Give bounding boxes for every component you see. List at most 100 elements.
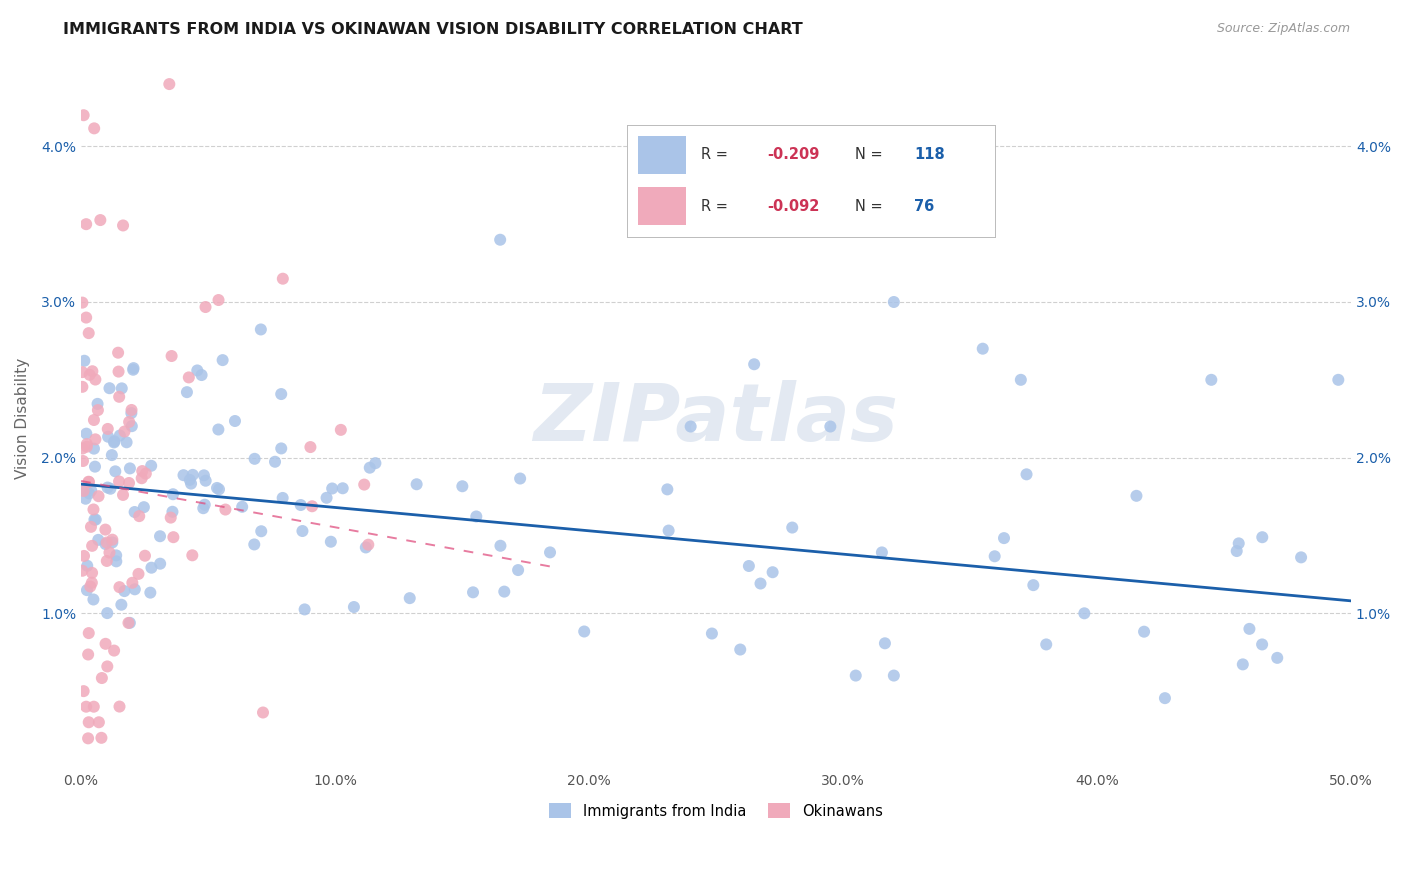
Point [883, 668, 905, 682]
Point [194, 498, 217, 512]
Point [94, 637, 117, 651]
Point [343, 600, 366, 615]
Point [121, 419, 143, 434]
Point [820, 419, 842, 434]
Point [108, 390, 131, 404]
Point [1035, 637, 1057, 651]
Point [82, 592, 104, 607]
Point [134, 549, 156, 563]
Point [105, 549, 128, 563]
Point [1327, 373, 1350, 387]
Point [103, 643, 125, 657]
Point [108, 580, 131, 594]
Point [97, 481, 120, 495]
Point [98, 545, 121, 559]
Point [108, 475, 131, 489]
Point [1073, 607, 1095, 621]
Point [329, 423, 352, 437]
Point [75, 699, 97, 714]
Point [87, 715, 110, 730]
Point [120, 406, 142, 420]
Point [82, 364, 104, 378]
Point [135, 467, 157, 481]
Point [749, 576, 772, 591]
Point [107, 345, 129, 359]
Point [72, 442, 94, 456]
Point [141, 458, 163, 473]
Point [993, 531, 1015, 545]
Point [80, 520, 103, 534]
Point [1015, 467, 1038, 482]
Point [118, 415, 141, 429]
Point [845, 668, 868, 682]
Point [290, 498, 312, 512]
Point [77, 648, 100, 662]
Point [270, 387, 292, 401]
Point [270, 442, 292, 456]
Point [489, 539, 512, 553]
Point [679, 419, 702, 434]
Text: ZIPatlas: ZIPatlas [533, 380, 898, 458]
Point [1289, 550, 1312, 565]
Point [489, 233, 512, 247]
Point [80, 566, 103, 580]
Point [983, 549, 1005, 564]
Point [1154, 691, 1177, 706]
Point [115, 435, 138, 450]
Point [76, 440, 98, 454]
Point [1227, 536, 1250, 550]
Point [73, 549, 96, 563]
Point [494, 584, 516, 599]
Point [231, 500, 253, 514]
Point [77, 731, 100, 746]
Point [354, 541, 377, 555]
Point [122, 363, 145, 377]
Point [72, 365, 94, 379]
Point [87, 533, 110, 547]
Point [194, 474, 217, 488]
Point [538, 545, 561, 559]
Point [332, 481, 354, 495]
Point [108, 428, 131, 442]
Point [321, 482, 343, 496]
Point [77, 486, 100, 500]
Point [87, 403, 110, 417]
Point [315, 491, 337, 505]
Point [82, 539, 104, 553]
Point [250, 322, 273, 336]
Point [83, 699, 105, 714]
Point [357, 538, 380, 552]
Point [103, 435, 125, 450]
Point [162, 505, 184, 519]
Point [353, 477, 375, 491]
Point [149, 557, 172, 571]
Point [77, 326, 100, 340]
Text: IMMIGRANTS FROM INDIA VS OKINAWAN VISION DISABILITY CORRELATION CHART: IMMIGRANTS FROM INDIA VS OKINAWAN VISION… [63, 22, 803, 37]
Point [76, 558, 98, 573]
Point [181, 467, 204, 482]
Point [405, 477, 427, 491]
Point [162, 487, 184, 501]
Point [96, 535, 118, 549]
Point [75, 426, 97, 441]
Point [96, 554, 118, 568]
Point [84, 459, 107, 474]
Point [107, 365, 129, 379]
Point [1133, 624, 1156, 639]
Point [180, 476, 202, 491]
Point [186, 363, 208, 377]
Point [160, 349, 183, 363]
Point [398, 591, 420, 606]
Point [657, 483, 679, 497]
Point [207, 423, 229, 437]
Point [972, 342, 994, 356]
Point [762, 566, 785, 580]
Point [1251, 637, 1274, 651]
Point [75, 217, 97, 231]
Point [252, 706, 274, 720]
Point [177, 370, 200, 384]
Point [90, 671, 112, 685]
Point [77, 626, 100, 640]
Point [742, 357, 765, 371]
Point [574, 624, 596, 639]
